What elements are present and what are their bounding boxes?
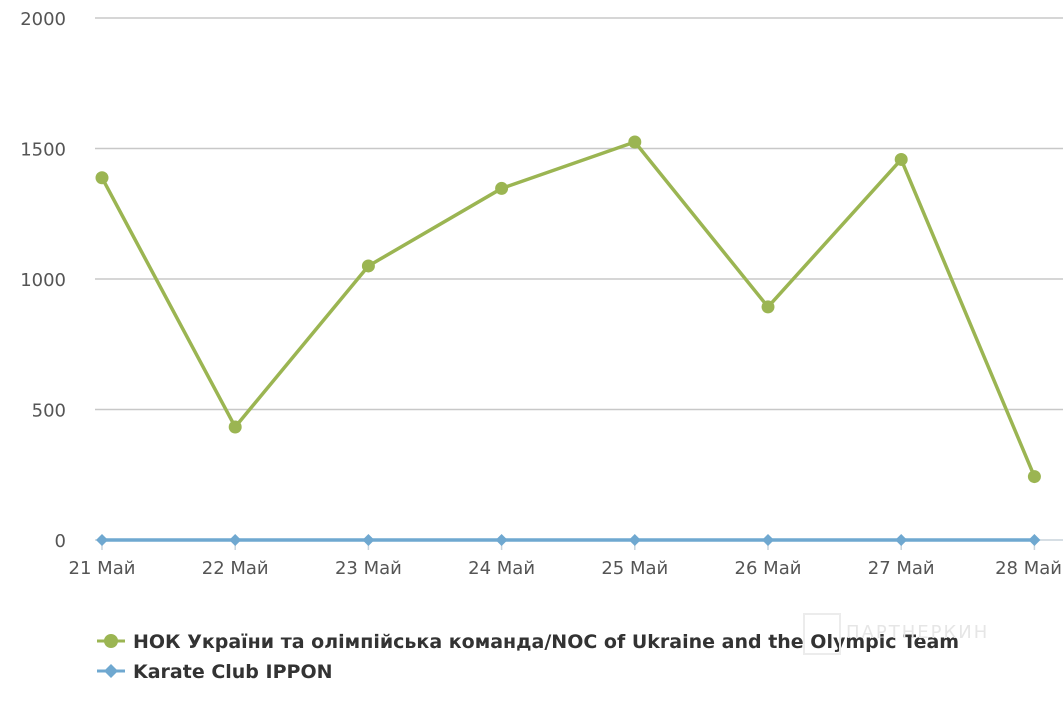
data-point[interactable] bbox=[361, 259, 375, 273]
data-point[interactable] bbox=[895, 534, 908, 546]
legend-marker-ippon bbox=[104, 664, 118, 678]
legend-label-ippon: Karate Club IPPON bbox=[133, 661, 333, 683]
y-tick-label: 1500 bbox=[20, 140, 66, 161]
data-point[interactable] bbox=[228, 420, 242, 434]
x-axis: 21 Май 22 Май 23 Май 24 Май 25 Май 26 Май 27 М… bbox=[69, 539, 1063, 579]
legend-marker-noc bbox=[104, 634, 118, 648]
data-point[interactable] bbox=[495, 181, 509, 195]
watermark-text: ПАРТНЕРКИН bbox=[846, 622, 989, 643]
y-tick-label: 1000 bbox=[20, 270, 66, 291]
y-tick-label: 2000 bbox=[20, 9, 66, 30]
x-tick-label: 22 Май bbox=[202, 558, 269, 579]
watermark-logo-icon bbox=[803, 613, 841, 655]
x-tick-label: 28 Май bbox=[995, 558, 1062, 579]
y-tick-label: 0 bbox=[55, 531, 66, 552]
data-point[interactable] bbox=[1027, 470, 1041, 484]
watermark: ПАРТНЕРКИН bbox=[803, 613, 989, 655]
x-tick-label: 24 Май bbox=[468, 558, 535, 579]
x-tick-label: 26 Май bbox=[735, 558, 802, 579]
legend: НОК України та олімпійська команда/NOC o… bbox=[97, 631, 959, 683]
data-point[interactable] bbox=[362, 534, 375, 546]
legend-label-noc: НОК України та олімпійська команда/NOC o… bbox=[133, 631, 959, 653]
legend-item-noc[interactable]: НОК України та олімпійська команда/NOC o… bbox=[97, 631, 959, 653]
series-line bbox=[100, 140, 1037, 478]
data-point[interactable] bbox=[1028, 534, 1041, 546]
data-point[interactable] bbox=[761, 300, 775, 314]
data-point[interactable] bbox=[96, 534, 108, 546]
series-1 bbox=[95, 135, 1041, 484]
data-point[interactable] bbox=[495, 534, 508, 546]
data-point[interactable] bbox=[762, 534, 774, 546]
data-point[interactable] bbox=[229, 534, 242, 546]
x-tick-label: 21 Май bbox=[69, 558, 136, 579]
data-point[interactable] bbox=[628, 135, 642, 149]
y-tick-label: 500 bbox=[32, 401, 66, 422]
grid-lines bbox=[95, 17, 1063, 411]
data-point[interactable] bbox=[628, 534, 641, 546]
series-layer bbox=[95, 135, 1041, 546]
y-axis: 0 500 1000 1500 2000 bbox=[20, 9, 66, 552]
legend-item-ippon[interactable]: Karate Club IPPON bbox=[97, 661, 333, 683]
data-point[interactable] bbox=[894, 152, 908, 166]
x-tick-label: 27 Май bbox=[868, 558, 935, 579]
data-point[interactable] bbox=[95, 171, 109, 185]
x-tick-label: 25 Май bbox=[601, 558, 668, 579]
x-tick-label: 23 Май bbox=[335, 558, 402, 579]
series-2 bbox=[96, 534, 1041, 546]
